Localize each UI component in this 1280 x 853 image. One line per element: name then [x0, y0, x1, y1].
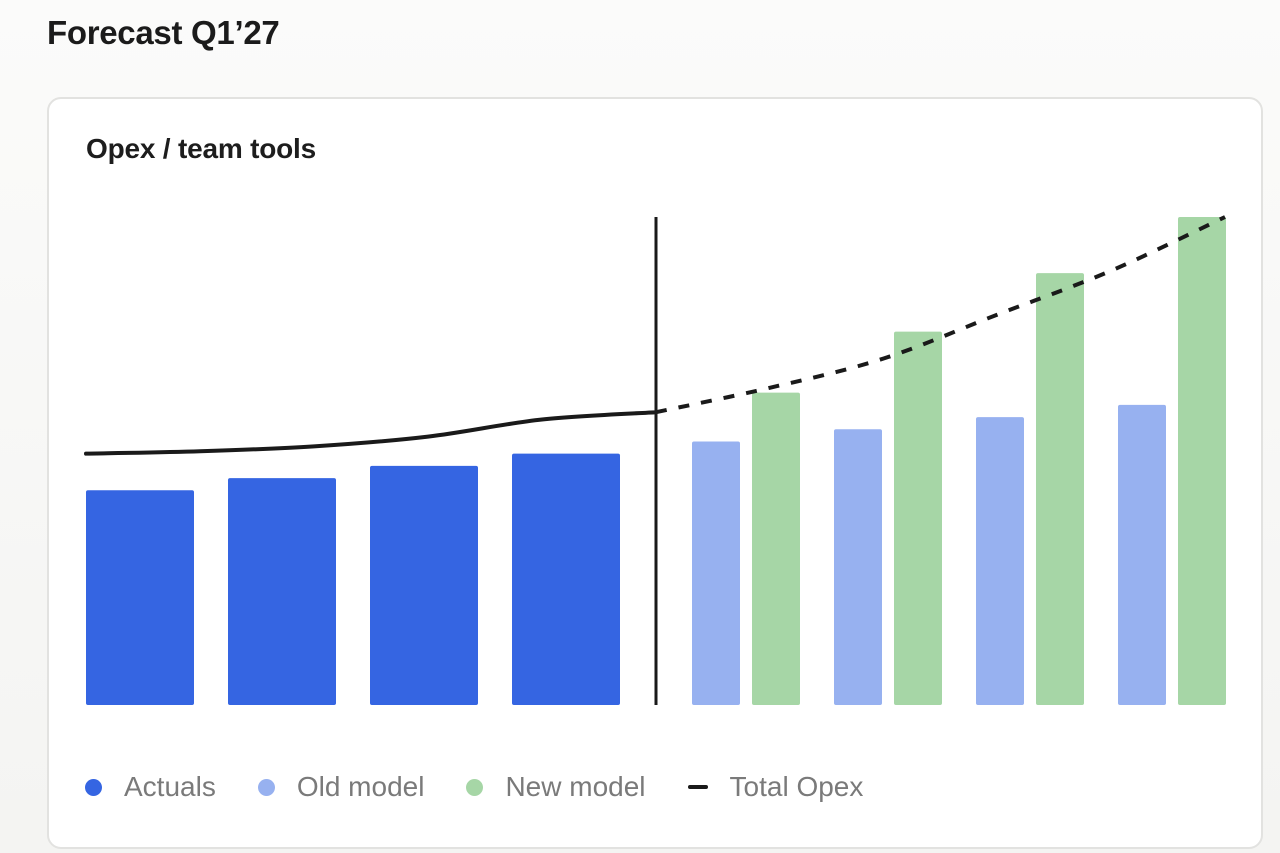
legend-label-new-model: New model [505, 771, 646, 802]
legend-item-old-model[interactable]: Old model [257, 771, 425, 803]
page-title: Forecast Q1’27 [47, 14, 280, 51]
legend-label-total-opex: Total Opex [729, 771, 864, 802]
new-model-bar-3 [1036, 273, 1084, 705]
new-model-swatch [466, 778, 484, 796]
new-model-bar-2 [894, 331, 942, 705]
actuals-bar-2 [228, 478, 336, 705]
actuals-bar-3 [370, 465, 478, 705]
new-model-bar-1 [752, 392, 800, 705]
old-model-bar-2 [834, 429, 882, 705]
chart-title: Opex / team tools [86, 133, 316, 164]
legend-item-new-model[interactable]: New model [466, 771, 646, 803]
chart-card: Opex / team tools Actuals Old model New … [47, 97, 1263, 849]
forecast-bars [692, 217, 1226, 705]
chart-legend: Actuals Old model New model Total Opex [85, 771, 905, 803]
old-model-bar-3 [976, 417, 1024, 705]
actuals-swatch [85, 778, 102, 796]
legend-item-total-opex[interactable]: Total Opex [687, 771, 864, 803]
total-opex-swatch [687, 785, 708, 789]
legend-item-actuals[interactable]: Actuals [85, 771, 216, 803]
opex-chart [84, 215, 1226, 705]
legend-label-actuals: Actuals [124, 771, 216, 802]
legend-label-old-model: Old model [296, 771, 425, 802]
actuals-bars [86, 453, 620, 705]
actuals-bar-4 [512, 453, 620, 705]
total-opex-lines [84, 215, 1226, 705]
total-opex-actual-line [84, 410, 658, 456]
old-model-bar-4 [1118, 404, 1166, 705]
total-opex-forecast-line [655, 215, 1226, 415]
new-model-bar-4 [1178, 217, 1226, 705]
old-model-swatch [257, 778, 275, 796]
actuals-bar-1 [86, 490, 194, 705]
old-model-bar-1 [692, 441, 740, 705]
